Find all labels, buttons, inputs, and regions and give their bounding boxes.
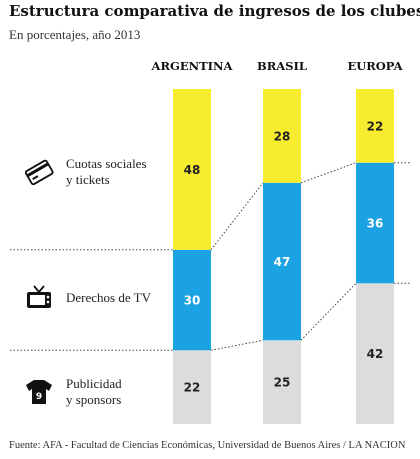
bar-segment [173,89,211,250]
tv-icon [24,284,54,312]
bar-segment [173,350,211,424]
legend-item-publicidad: 9 Publicidad y sponsors [24,376,122,408]
bar-segment [263,89,301,183]
category-label: BRASIL [257,59,307,73]
category-label: EUROPA [347,59,403,73]
legend-label-tv: Derechos de TV [66,290,151,305]
data-label: 42 [367,347,384,361]
guide-lines [10,162,410,351]
category-label: ARGENTINA [151,59,234,73]
bar-segment [263,182,301,341]
svg-text:9: 9 [36,392,42,402]
legend-item-cuotas: Cuotas sociales y tickets [24,156,147,188]
data-label: 22 [367,119,384,133]
data-label: 25 [274,376,291,390]
source-note: Fuente: AFA - Facultad de Ciencias Econó… [9,440,406,451]
legend-label-cuotas: Cuotas sociales y tickets [66,156,147,187]
legend-item-tv: Derechos de TV [24,284,151,312]
chart-title: Estructura comparativa de ingresos de lo… [9,2,420,20]
bar-segment [263,340,301,424]
credit-card-icon [24,158,54,186]
data-label: 22 [184,381,201,395]
connector-line [300,162,357,184]
bar-segment [356,89,394,163]
connector-line [210,339,264,351]
data-label: 47 [274,255,291,269]
data-label: 30 [184,294,201,308]
chart-subtitle: En porcentajes, año 2013 [9,27,141,42]
bar-segment [356,283,394,424]
data-label: 48 [184,163,201,177]
data-label: 36 [367,217,384,231]
connector-line [210,182,264,251]
connector-line [300,282,357,341]
bar-segment [173,249,211,351]
data-label: 28 [274,129,291,143]
bar-segment [356,162,394,284]
jersey-icon: 9 [24,378,54,406]
legend-label-publicidad: Publicidad y sponsors [66,376,122,407]
